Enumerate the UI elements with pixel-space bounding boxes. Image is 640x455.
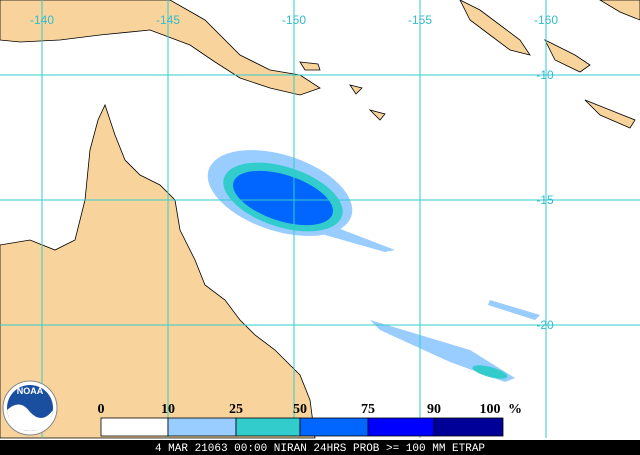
legend-label: 0 [98, 402, 105, 417]
lat-label: -10 [536, 68, 554, 82]
logo-text: NOAA [17, 386, 44, 396]
prob-area [325, 225, 395, 252]
legend-unit: % [508, 402, 522, 417]
lon-label: -140 [30, 13, 54, 27]
legend-label: 10 [161, 402, 175, 417]
islands [599, 0, 640, 21]
islands [459, 0, 531, 56]
legend-label: 100 [480, 402, 501, 417]
legend-label: 75 [361, 402, 375, 417]
prob-area [472, 365, 508, 379]
land [0, 0, 640, 439]
prob-area [233, 170, 333, 226]
lat-label: -20 [536, 318, 554, 332]
islands [349, 84, 386, 121]
legend-label: 50 [293, 402, 307, 417]
noaa-logo: NOAA [2, 380, 58, 436]
legend-label: 90 [427, 402, 441, 417]
legend-swatch [433, 417, 504, 437]
precipitation [207, 150, 540, 382]
legend-label: 25 [229, 402, 243, 417]
lon-label: -160 [534, 13, 558, 27]
legend-swatch [299, 417, 369, 437]
islands [584, 99, 636, 129]
islands [544, 39, 591, 73]
footer-bar [0, 440, 640, 455]
footer-text: 4 MAR 21063 00:00 NIRAN 24HRS PROB >= 10… [155, 443, 485, 455]
lon-label: -145 [156, 13, 180, 27]
legend-swatch [167, 417, 237, 437]
islands [299, 61, 321, 71]
lon-label: -150 [282, 13, 306, 27]
logo-bird [7, 404, 53, 431]
legend-swatch [100, 417, 169, 437]
legend-swatch [235, 417, 301, 437]
lat-label: -15 [536, 193, 554, 207]
australia [0, 103, 316, 439]
lon-label: -155 [408, 13, 432, 27]
prob-area [488, 300, 540, 320]
new-guinea [0, 0, 321, 96]
legend-swatch [367, 417, 435, 437]
